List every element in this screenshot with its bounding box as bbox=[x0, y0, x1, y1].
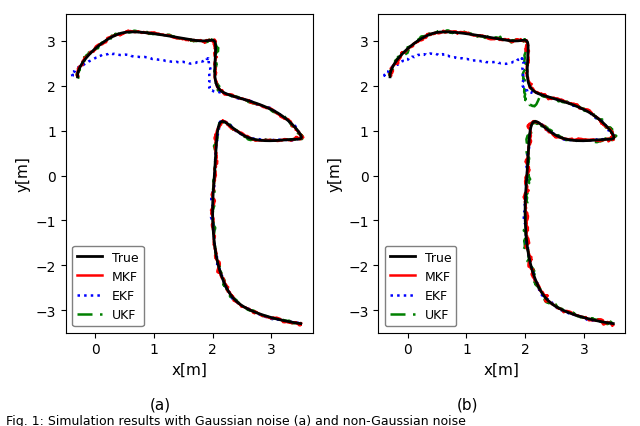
MKF bbox=[534, 120, 541, 125]
True bbox=[223, 287, 231, 292]
MKF bbox=[297, 321, 305, 326]
True bbox=[297, 321, 305, 326]
UKF bbox=[388, 73, 396, 78]
Text: (a): (a) bbox=[149, 397, 171, 412]
UKF bbox=[221, 120, 228, 125]
Line: MKF: MKF bbox=[77, 32, 303, 325]
True bbox=[572, 138, 580, 144]
True bbox=[74, 75, 81, 80]
UKF bbox=[572, 138, 579, 144]
True bbox=[441, 30, 449, 35]
EKF bbox=[68, 74, 76, 79]
EKF bbox=[430, 52, 438, 57]
UKF bbox=[604, 322, 611, 327]
MKF bbox=[92, 49, 99, 54]
True bbox=[522, 214, 529, 219]
UKF bbox=[536, 287, 543, 292]
EKF bbox=[399, 59, 406, 64]
Legend: True, MKF, EKF, UKF: True, MKF, EKF, UKF bbox=[72, 246, 143, 327]
MKF bbox=[551, 134, 559, 139]
UKF bbox=[296, 321, 303, 326]
MKF bbox=[524, 214, 532, 219]
True bbox=[259, 138, 267, 144]
True bbox=[129, 30, 136, 35]
Line: UKF: UKF bbox=[389, 32, 616, 324]
EKF bbox=[520, 214, 528, 219]
UKF bbox=[260, 138, 268, 144]
MKF bbox=[74, 75, 82, 80]
EKF bbox=[381, 74, 389, 79]
True bbox=[90, 48, 98, 53]
Line: MKF: MKF bbox=[390, 32, 614, 325]
MKF bbox=[536, 286, 543, 291]
EKF bbox=[84, 60, 92, 65]
UKF bbox=[238, 134, 246, 139]
Line: UKF: UKF bbox=[77, 32, 303, 324]
Text: (b): (b) bbox=[456, 397, 478, 412]
UKF bbox=[90, 48, 97, 53]
EKF bbox=[609, 322, 617, 327]
UKF bbox=[549, 132, 557, 137]
True bbox=[386, 75, 394, 80]
MKF bbox=[223, 120, 230, 125]
EKF bbox=[108, 52, 115, 57]
True bbox=[238, 132, 246, 138]
True bbox=[609, 321, 617, 326]
UKF bbox=[522, 231, 530, 236]
True bbox=[403, 48, 411, 53]
MKF bbox=[439, 29, 447, 35]
EKF bbox=[208, 214, 216, 219]
MKF bbox=[241, 133, 249, 138]
True bbox=[221, 121, 229, 126]
Y-axis label: y[m]: y[m] bbox=[15, 156, 30, 192]
EKF bbox=[572, 138, 580, 144]
MKF bbox=[224, 287, 232, 292]
Y-axis label: y[m]: y[m] bbox=[328, 156, 342, 192]
EKF bbox=[535, 287, 543, 292]
MKF bbox=[608, 323, 616, 328]
X-axis label: x[m]: x[m] bbox=[484, 362, 520, 377]
UKF bbox=[535, 121, 543, 127]
True bbox=[534, 121, 541, 126]
Text: Fig. 1: Simulation results with Gaussian noise (a) and non-Gaussian noise: Fig. 1: Simulation results with Gaussian… bbox=[6, 414, 467, 426]
EKF bbox=[239, 132, 246, 138]
MKF bbox=[261, 138, 269, 143]
MKF bbox=[387, 74, 394, 79]
UKF bbox=[443, 29, 451, 34]
True bbox=[536, 287, 544, 292]
MKF bbox=[403, 49, 411, 54]
EKF bbox=[297, 321, 305, 326]
UKF bbox=[131, 29, 138, 34]
Line: EKF: EKF bbox=[384, 54, 615, 325]
Legend: True, MKF, EKF, UKF: True, MKF, EKF, UKF bbox=[385, 246, 456, 327]
True bbox=[209, 214, 216, 219]
Line: True: True bbox=[390, 33, 614, 324]
Line: True: True bbox=[77, 33, 301, 324]
UKF bbox=[608, 322, 616, 327]
MKF bbox=[296, 323, 304, 328]
MKF bbox=[208, 213, 216, 218]
EKF bbox=[260, 138, 268, 144]
MKF bbox=[124, 29, 132, 34]
UKF bbox=[404, 48, 412, 53]
UKF bbox=[223, 288, 231, 293]
UKF bbox=[76, 75, 83, 81]
UKF bbox=[295, 322, 303, 327]
X-axis label: x[m]: x[m] bbox=[172, 362, 207, 377]
Line: EKF: EKF bbox=[72, 54, 301, 323]
EKF bbox=[221, 120, 229, 125]
True bbox=[550, 132, 558, 138]
UKF bbox=[209, 213, 216, 219]
EKF bbox=[552, 132, 559, 138]
EKF bbox=[223, 287, 231, 292]
MKF bbox=[572, 138, 580, 143]
EKF bbox=[534, 121, 541, 126]
